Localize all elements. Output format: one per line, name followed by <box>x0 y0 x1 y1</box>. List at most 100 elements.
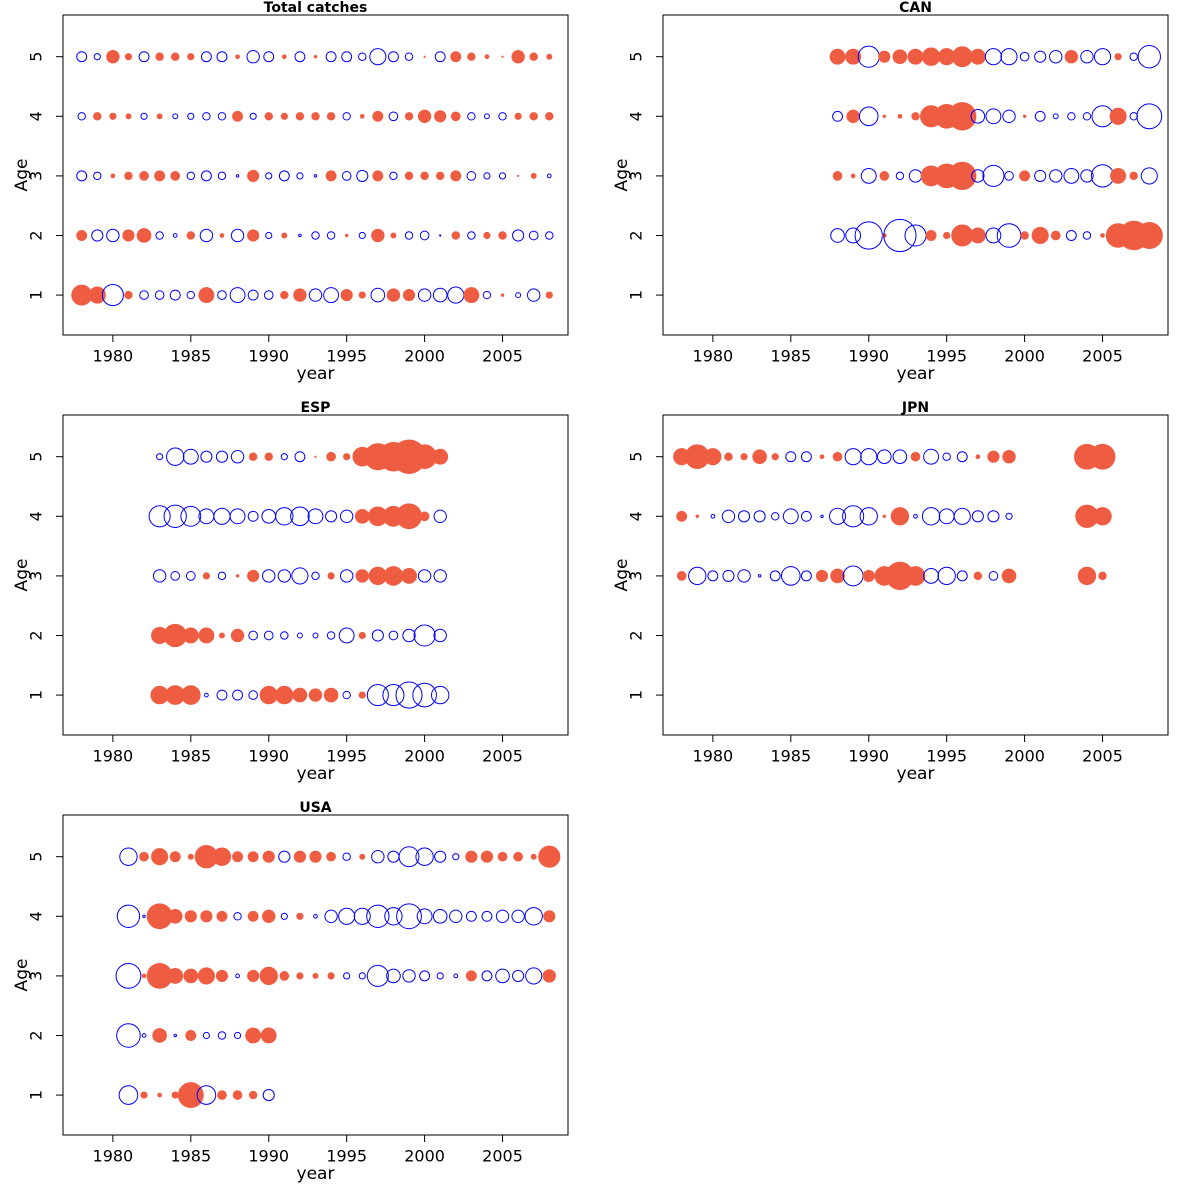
bubble <box>1135 221 1163 250</box>
bubble <box>198 627 215 644</box>
bubble <box>247 851 259 863</box>
y-tick-label: 2 <box>627 230 646 240</box>
bubble <box>413 624 436 647</box>
x-tick-label: 1995 <box>926 347 967 366</box>
plot-frame <box>662 414 1169 736</box>
y-axis-label: Age <box>12 559 32 592</box>
y-tick-label: 5 <box>627 52 646 62</box>
bubble <box>911 112 920 121</box>
bubble <box>215 969 229 982</box>
bubble <box>339 569 354 583</box>
bubble <box>908 169 923 183</box>
bubble <box>359 853 366 860</box>
panel-title: ESP <box>301 400 331 416</box>
bubble <box>858 106 879 127</box>
bubble <box>953 507 971 525</box>
bubble <box>247 910 259 922</box>
bubble <box>513 851 523 862</box>
x-tick-label: 1985 <box>770 347 811 366</box>
x-tick-label: 1985 <box>770 747 811 766</box>
bubble <box>463 287 480 304</box>
bubble <box>259 966 278 986</box>
panel: ESP 1980 1985 1990 1995 2000 2005 year 1 2 3 4 5 Age <box>12 400 569 784</box>
bubble <box>737 510 751 523</box>
bubble <box>170 171 181 181</box>
bubble <box>372 110 384 122</box>
bubble <box>311 571 320 581</box>
bubble <box>1114 53 1122 61</box>
bubble <box>1049 50 1063 64</box>
bubble <box>985 227 1002 244</box>
panel-title: JPN <box>901 400 929 416</box>
bubble <box>217 112 227 121</box>
bubble <box>800 510 812 522</box>
bubble <box>695 514 700 519</box>
bubble <box>515 292 522 299</box>
bubble <box>846 109 860 124</box>
x-tick-label: 1990 <box>848 747 889 766</box>
bubble <box>247 169 260 182</box>
bubble <box>156 453 164 461</box>
bubble <box>956 570 968 582</box>
bubble <box>311 112 320 121</box>
bubble <box>923 567 940 584</box>
bubble <box>481 970 493 982</box>
bubble <box>1049 169 1063 183</box>
bubble <box>388 630 399 641</box>
bubble <box>948 102 977 131</box>
bubble <box>1129 52 1138 61</box>
y-axis-label: Age <box>612 159 632 192</box>
panel: Total catches 1980 1985 1990 1995 2000 2005 yea… <box>12 0 569 384</box>
bubble <box>326 631 336 640</box>
bubble <box>832 110 844 122</box>
bubble <box>358 52 367 61</box>
bubble <box>216 910 228 922</box>
bubble <box>217 290 227 300</box>
bubble <box>948 161 977 191</box>
bubble <box>186 171 196 181</box>
y-tick-label: 4 <box>627 511 646 521</box>
bubble <box>275 507 294 526</box>
bubble <box>106 50 120 64</box>
bubble <box>185 1030 197 1041</box>
bubble <box>185 571 196 581</box>
y-axis-label: Age <box>12 959 32 992</box>
bubble <box>200 910 213 923</box>
bubble <box>433 509 447 524</box>
bubble <box>416 908 433 925</box>
bubble <box>263 630 274 641</box>
bubble <box>264 112 273 121</box>
bubble <box>854 221 883 250</box>
bubble <box>860 167 877 184</box>
bubble <box>292 687 308 703</box>
bubble <box>752 449 767 465</box>
bubble <box>323 287 340 304</box>
y-tick-label: 1 <box>27 1090 46 1100</box>
bubble <box>483 231 491 240</box>
plot-frame <box>62 414 569 736</box>
bubble <box>524 907 543 926</box>
bubble <box>404 171 414 181</box>
bubble <box>435 171 445 181</box>
bubble <box>938 508 955 525</box>
bubble <box>383 566 404 586</box>
bubble <box>155 52 164 61</box>
bubble <box>313 174 318 178</box>
bubble <box>396 903 422 930</box>
bubble <box>1093 48 1112 66</box>
bubble <box>845 227 862 244</box>
bubble <box>248 1090 258 1100</box>
bubble <box>500 293 505 297</box>
bubble <box>390 232 397 239</box>
bubble <box>467 231 476 240</box>
bubble <box>1137 45 1161 69</box>
bubble <box>154 290 165 300</box>
bubble <box>326 231 336 240</box>
bubble <box>970 108 986 124</box>
bubble <box>278 850 291 863</box>
bubble <box>275 685 294 705</box>
bubble <box>280 631 289 640</box>
bubble <box>217 1031 227 1040</box>
bubble <box>883 218 917 253</box>
bubble <box>517 174 520 178</box>
